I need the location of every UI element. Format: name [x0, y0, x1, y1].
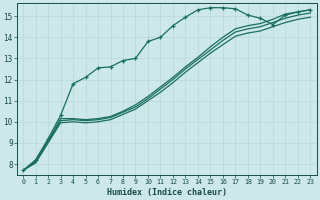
X-axis label: Humidex (Indice chaleur): Humidex (Indice chaleur) [107, 188, 227, 197]
